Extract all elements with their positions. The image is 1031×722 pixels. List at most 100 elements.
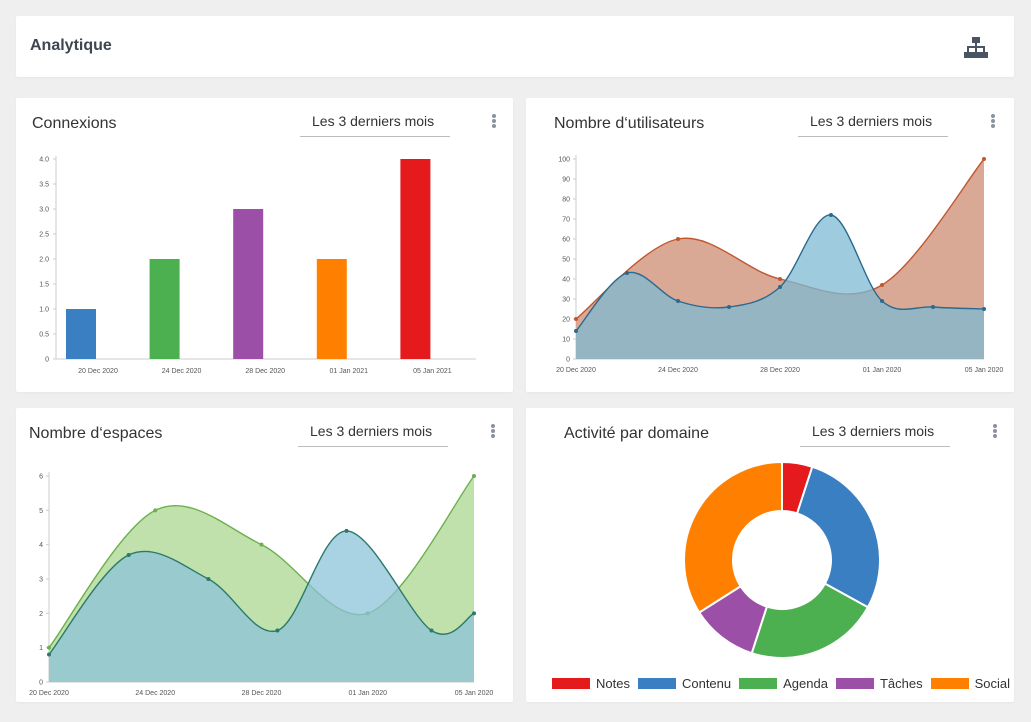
data-point	[880, 299, 884, 303]
x-tick-label: 20 Dec 2020	[78, 368, 118, 375]
x-tick-label: 20 Dec 2020	[29, 690, 69, 697]
legend-item[interactable]: Contenu	[637, 676, 732, 691]
y-tick-label: 70	[562, 217, 570, 224]
data-point	[472, 611, 476, 616]
bar	[149, 259, 180, 359]
legend-swatch	[930, 678, 969, 689]
y-tick-label: 6	[39, 474, 43, 481]
data-point	[206, 577, 211, 581]
x-tick-label: 05 Jan 2021	[413, 368, 452, 375]
x-tick-label: 05 Jan 2020	[965, 367, 1004, 374]
legend-swatch	[552, 678, 590, 689]
y-tick-label: 80	[562, 197, 570, 204]
period-select[interactable]: Les 3 derniers mois	[800, 419, 950, 447]
analytics-header: Analytique	[16, 16, 1014, 77]
data-point	[47, 652, 51, 657]
data-point	[676, 237, 680, 241]
bar	[400, 159, 431, 359]
y-tick-label: 4	[39, 542, 43, 549]
period-select[interactable]: Les 3 derniers mois	[298, 419, 448, 447]
data-point	[676, 299, 680, 303]
period-select[interactable]: Les 3 derniers mois	[798, 109, 948, 137]
y-tick-label: 2	[39, 611, 43, 618]
x-tick-label: 28 Dec 2020	[245, 368, 285, 375]
data-point	[574, 317, 578, 321]
data-point	[829, 213, 833, 217]
legend-label: Notes	[596, 676, 630, 691]
more-options-icon[interactable]	[991, 424, 999, 442]
y-tick-label: 20	[562, 317, 570, 324]
legend-item[interactable]: Tâches	[835, 676, 923, 691]
y-tick-label: 2.0	[39, 257, 49, 264]
sitemap-icon[interactable]	[964, 36, 988, 60]
legend-label: Agenda	[783, 676, 828, 691]
y-tick-label: 1	[39, 645, 43, 652]
data-point	[880, 283, 884, 287]
data-point	[778, 277, 782, 281]
y-tick-label: 0	[566, 357, 570, 364]
y-tick-label: 50	[562, 257, 570, 264]
more-options-icon[interactable]	[989, 114, 997, 132]
donut-slice	[683, 460, 783, 614]
series-line	[575, 214, 985, 332]
x-tick-label: 05 Jan 2020	[455, 690, 494, 697]
donut-slice	[750, 582, 870, 659]
data-point	[625, 271, 629, 275]
y-tick-label: 100	[558, 157, 570, 164]
more-options-icon[interactable]	[490, 114, 498, 132]
y-tick-label: 1.0	[39, 307, 49, 314]
panel-title: Nombre d‘espaces	[29, 425, 163, 442]
data-point	[982, 307, 986, 311]
legend-label: Tâches	[879, 676, 923, 691]
y-tick-label: 0	[45, 357, 49, 364]
data-point	[344, 528, 349, 533]
data-point	[982, 157, 986, 161]
y-tick-label: 1.5	[39, 282, 49, 289]
bar	[316, 259, 347, 359]
connexions-bar-chart: 0 0.5 1.0 1.5 2.0 2.5 3.0 3.5 4.0 20 Dec 2020 24 D…	[39, 156, 476, 375]
activite-donut-chart	[683, 460, 881, 659]
x-tick-label: 24 Dec 2020	[135, 690, 175, 697]
y-tick-label: 10	[562, 337, 570, 344]
data-point	[153, 508, 158, 513]
x-tick-label: 01 Jan 2020	[863, 367, 902, 374]
legend-swatch	[637, 678, 676, 689]
y-tick-label: 3.5	[39, 182, 49, 189]
espaces-area-chart: 0 1 2 3 4 5 6 20 Dec 2020 24 Dec 2020 28 Dec 2020…	[29, 472, 494, 697]
data-point	[259, 542, 264, 547]
donut-slice	[795, 465, 881, 609]
legend-item[interactable]: Notes	[552, 676, 630, 691]
panel-title: Activité par domaine	[564, 425, 709, 442]
y-tick-label: 4.0	[39, 157, 49, 164]
more-options-icon[interactable]	[489, 424, 497, 442]
donut-legend: Notes Contenu Agenda Tâches Social	[552, 676, 1018, 691]
x-tick-label: 01 Jan 2021	[330, 368, 369, 375]
y-tick-label: 3.0	[39, 207, 49, 214]
bar	[233, 209, 264, 359]
period-select[interactable]: Les 3 derniers mois	[300, 109, 450, 137]
panel-title: Connexions	[32, 115, 117, 132]
x-tick-label: 20 Dec 2020	[556, 367, 596, 374]
y-tick-label: 2.5	[39, 232, 49, 239]
x-tick-label: 28 Dec 2020	[242, 690, 282, 697]
page-title: Analytique	[30, 37, 112, 54]
data-point	[275, 628, 280, 633]
x-tick-label: 01 Jan 2020	[348, 690, 387, 697]
y-tick-label: 60	[562, 237, 570, 244]
data-point	[574, 329, 578, 333]
legend-label: Contenu	[681, 676, 732, 691]
y-tick-label: 40	[562, 277, 570, 284]
legend-item[interactable]: Social	[930, 676, 1011, 691]
y-tick-label: 5	[39, 508, 43, 515]
legend-item[interactable]: Agenda	[739, 676, 828, 691]
legend-swatch	[835, 678, 874, 689]
data-point	[126, 552, 131, 557]
data-point	[931, 305, 935, 309]
data-point	[727, 305, 731, 309]
series-area	[576, 214, 984, 359]
series-area	[49, 530, 474, 682]
data-point	[47, 645, 51, 650]
legend-label: Social	[974, 676, 1011, 691]
utilisateurs-panel: Nombre d‘utilisateurs Les 3 derniers moi…	[526, 98, 1014, 392]
data-point	[472, 474, 476, 478]
